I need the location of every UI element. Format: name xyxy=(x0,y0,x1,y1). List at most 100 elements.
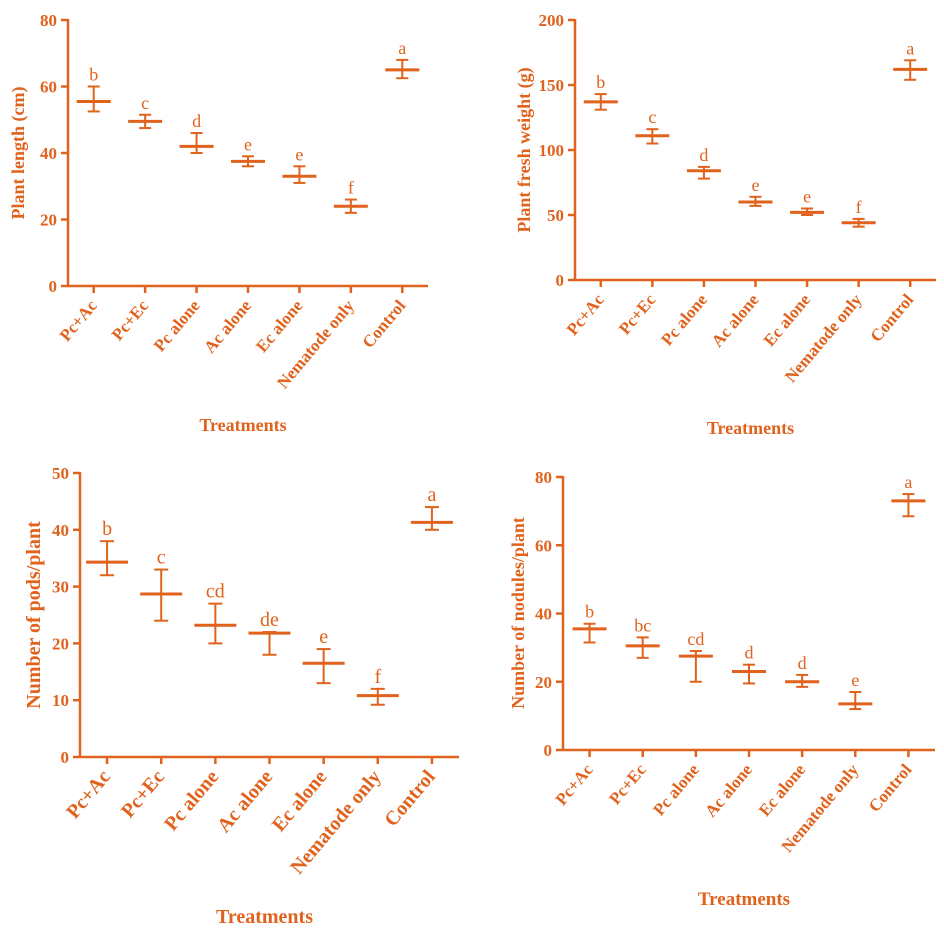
significance-letter: b xyxy=(89,65,98,85)
y-tick-label: 200 xyxy=(539,11,565,30)
x-category-label: Pc alone xyxy=(150,296,204,355)
data-point-6: e xyxy=(838,670,873,711)
data-point-5: d xyxy=(785,653,820,688)
data-point-7: a xyxy=(410,484,453,531)
y-tick-label: 60 xyxy=(535,536,552,555)
y-tick-label: 20 xyxy=(535,673,552,692)
y-tick-label: 80 xyxy=(40,11,57,30)
y-tick-label: 10 xyxy=(52,691,69,710)
x-category-label: Ac alone xyxy=(701,760,756,821)
significance-letter: f xyxy=(374,666,381,688)
y-axis-title: Number of pods/plant xyxy=(23,521,45,709)
data-point-5: e xyxy=(302,626,345,685)
significance-letter: b xyxy=(585,602,594,622)
y-tick-label: 0 xyxy=(61,748,70,767)
y-tick-label: 0 xyxy=(556,271,565,290)
x-category-label: Control xyxy=(380,766,440,831)
y-axis-title: Plant length (cm) xyxy=(8,87,29,220)
significance-letter: d xyxy=(798,653,807,673)
y-tick-label: 20 xyxy=(40,211,57,230)
data-point-3: cd xyxy=(194,581,237,645)
data-point-2: c xyxy=(128,93,163,130)
x-category-label: Pc+Ac xyxy=(62,766,115,823)
x-category-label: Control xyxy=(866,290,917,346)
y-tick-label: 40 xyxy=(52,521,69,540)
data-point-1: b xyxy=(572,602,607,644)
x-axis-title: Treatments xyxy=(199,415,286,435)
y-tick-label: 0 xyxy=(49,277,58,296)
significance-letter: bc xyxy=(634,615,651,635)
significance-letter: e xyxy=(244,134,252,154)
x-category-label: Ec alone xyxy=(755,760,810,820)
significance-letter: d xyxy=(192,111,201,131)
x-axis-title: Treatments xyxy=(707,418,794,438)
significance-letter: c xyxy=(648,107,656,127)
data-point-6: f xyxy=(356,666,399,706)
significance-letter: f xyxy=(856,197,862,217)
x-category-label: Pc+Ac xyxy=(563,290,608,339)
x-category-label: Pc+Ec xyxy=(108,296,153,344)
x-category-label: Ac alone xyxy=(708,290,763,351)
significance-letter: a xyxy=(904,472,912,492)
x-axis-title: Treatments xyxy=(698,889,790,910)
data-point-1: b xyxy=(86,518,129,577)
data-point-3: d xyxy=(686,145,721,180)
y-tick-label: 50 xyxy=(52,464,69,483)
data-point-4: de xyxy=(248,609,291,656)
significance-letter: a xyxy=(398,38,406,58)
x-category-label: Pc alone xyxy=(649,760,703,819)
significance-letter: cd xyxy=(687,629,704,649)
data-point-2: bc xyxy=(625,615,660,659)
y-tick-label: 60 xyxy=(40,78,57,97)
significance-letter: e xyxy=(752,175,760,195)
y-tick-label: 40 xyxy=(535,605,552,624)
x-category-label: Ac alone xyxy=(213,766,277,837)
x-category-label: Pc+Ec xyxy=(605,760,650,808)
x-category-label: Ac alone xyxy=(200,296,255,357)
y-tick-label: 150 xyxy=(539,76,565,95)
y-axis-title: Number of nodules/plant xyxy=(508,517,528,709)
significance-letter: e xyxy=(319,626,328,648)
significance-letter: d xyxy=(745,643,754,663)
significance-letter: c xyxy=(141,93,149,113)
data-point-2: c xyxy=(635,107,670,145)
significance-letter: d xyxy=(699,145,708,165)
data-point-4: e xyxy=(738,175,773,207)
significance-letter: e xyxy=(803,187,811,207)
y-tick-label: 0 xyxy=(544,741,553,760)
y-tick-label: 50 xyxy=(547,206,564,225)
x-category-label: Pc+Ac xyxy=(56,296,101,345)
data-point-7: a xyxy=(891,472,926,518)
significance-letter: b xyxy=(102,518,112,540)
data-point-3: d xyxy=(179,111,214,154)
significance-letter: b xyxy=(596,72,605,92)
y-tick-label: 80 xyxy=(535,468,552,487)
y-tick-label: 40 xyxy=(40,144,57,163)
significance-letter: e xyxy=(295,144,303,164)
significance-letter: f xyxy=(348,178,354,198)
data-point-6: f xyxy=(841,197,876,228)
significance-letter: c xyxy=(157,547,166,569)
y-tick-label: 100 xyxy=(539,141,565,160)
data-point-5: e xyxy=(282,144,317,184)
x-category-label: Pc+Ec xyxy=(615,290,660,338)
data-point-4: e xyxy=(231,134,265,168)
x-axis-title: Treatments xyxy=(216,906,313,928)
significance-letter: a xyxy=(427,484,436,506)
x-category-label: Pc alone xyxy=(657,290,711,349)
x-category-label: Pc alone xyxy=(160,766,223,835)
x-category-label: Pc+Ac xyxy=(552,760,597,809)
significance-letter: a xyxy=(906,38,914,58)
significance-letter: e xyxy=(851,670,859,690)
data-point-5: e xyxy=(790,187,825,216)
data-point-1: b xyxy=(76,65,111,113)
x-category-label: Control xyxy=(359,296,410,352)
data-point-6: f xyxy=(333,178,368,214)
data-point-1: b xyxy=(583,72,618,111)
